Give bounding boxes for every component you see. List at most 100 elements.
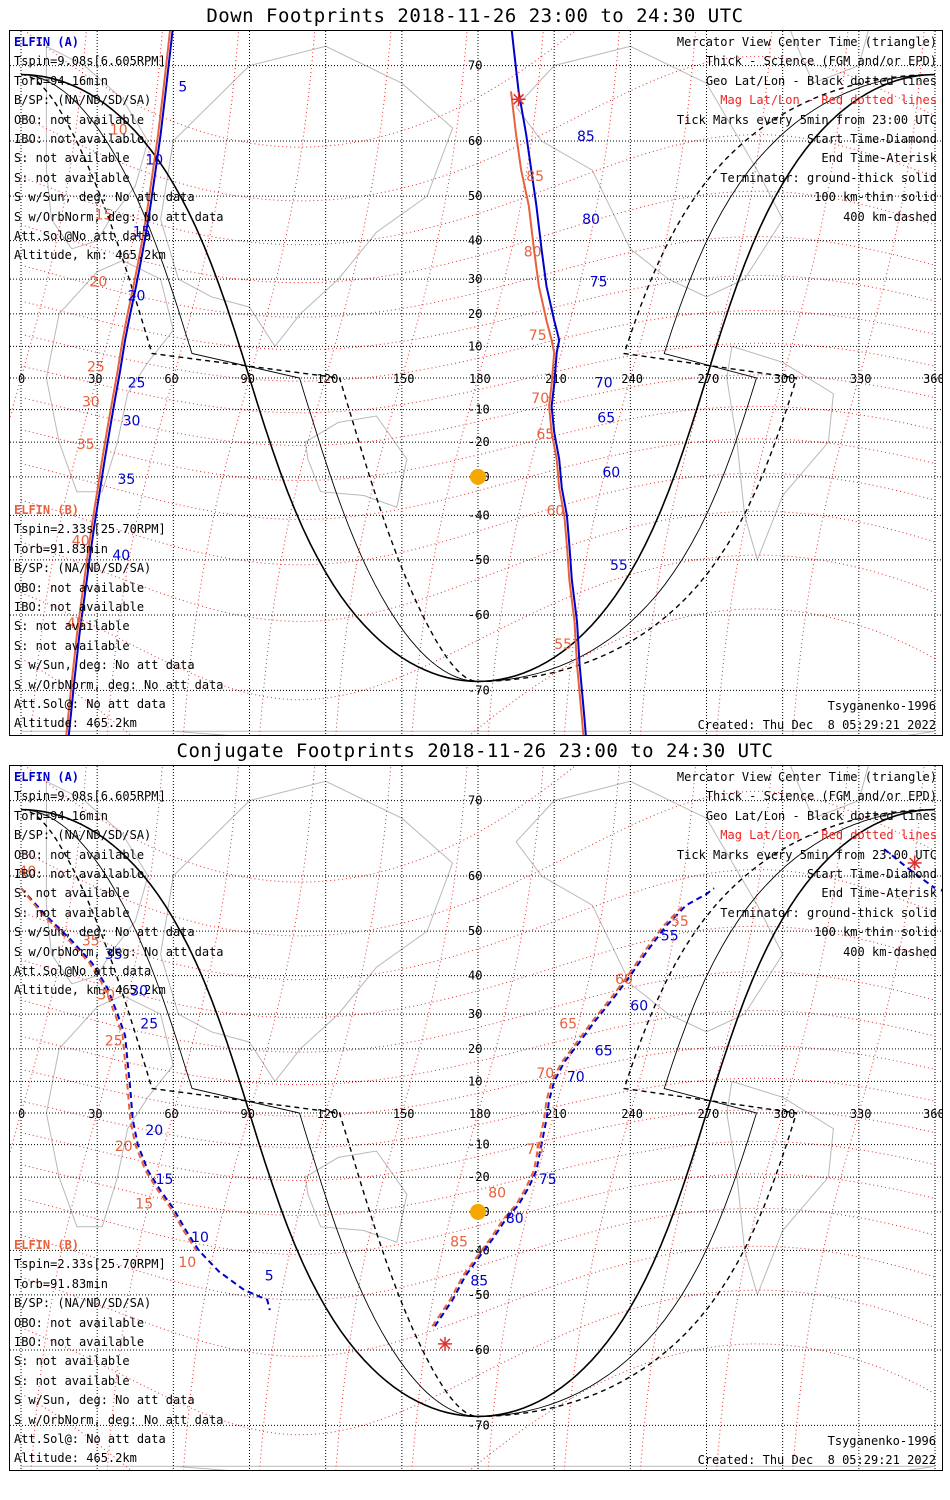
track-tick-label: 85 bbox=[577, 129, 595, 145]
lon-tick-label: 90 bbox=[241, 372, 255, 386]
mag-lat-line bbox=[20, 869, 936, 981]
lat-tick-label: -10 bbox=[468, 403, 490, 417]
elfin-b-line: IBO: not available bbox=[14, 600, 145, 615]
lat-tick-label: 50 bbox=[468, 924, 482, 938]
tick-labels-b: 40 35 30 25 20 15 10 85 80 75 70 65 60 55 bbox=[19, 864, 689, 1271]
terminator-100km bbox=[20, 74, 936, 682]
mag-lat-line bbox=[20, 554, 936, 701]
lat-tick-label: 60 bbox=[468, 869, 482, 883]
mag-lat-line bbox=[20, 274, 936, 351]
axis-labels: 0 30 60 90 120 150 180 210 240 270 300 330 360 70 60 50… bbox=[18, 59, 942, 698]
track-tick-label: 75 bbox=[539, 1172, 557, 1188]
legend: Mercator View Center Time (triangle) Thic… bbox=[677, 33, 937, 227]
legend-line: Thick - Science (FGM and/or EPD) bbox=[705, 789, 937, 804]
lat-tick-label: 60 bbox=[468, 134, 482, 148]
track-tick-label: 10 bbox=[178, 1255, 196, 1271]
track-tick-label: 85 bbox=[470, 1273, 488, 1289]
lat-tick-label: -20 bbox=[468, 435, 490, 449]
elfin-a-line: S w/Sun, deg: No att data bbox=[14, 925, 195, 940]
mag-lat-line bbox=[20, 438, 936, 520]
track-tick-label: 80 bbox=[506, 1211, 524, 1227]
down-footprints-map: 0 30 60 90 120 150 180 210 240 270 300 330 360 70 60 50… bbox=[9, 30, 943, 736]
mag-lat-line bbox=[24, 766, 576, 883]
mag-lat-line bbox=[20, 236, 936, 318]
track-tick-label: 35 bbox=[118, 472, 136, 488]
end-marker bbox=[907, 855, 922, 870]
mag-lat-line bbox=[20, 1077, 936, 1149]
coastline-7 bbox=[21, 730, 936, 735]
lat-tick-label: -70 bbox=[468, 683, 490, 697]
lon-tick-label: 180 bbox=[469, 372, 491, 386]
mag-lon-line bbox=[563, 31, 697, 735]
track-tick-label: 60 bbox=[630, 999, 648, 1015]
legend-line: End Time-Aterisk bbox=[821, 151, 937, 166]
model-label: Tsyganenko-1996 bbox=[827, 699, 936, 713]
mag-lon-line bbox=[10, 766, 87, 1155]
elfin-a-line: Altitude, km: 465.2km bbox=[14, 983, 166, 998]
track-tick-label: 25 bbox=[140, 1016, 158, 1032]
lat-tick-label: -50 bbox=[468, 1288, 490, 1302]
elfin-a-line: S: not available bbox=[14, 886, 130, 901]
sun-marker bbox=[470, 1203, 486, 1220]
elfin-a-line: S w/Sun, deg: No att data bbox=[14, 190, 195, 205]
lat-tick-label: 40 bbox=[468, 234, 482, 248]
lon-tick-label: 240 bbox=[621, 372, 643, 386]
mag-lon-line bbox=[30, 31, 163, 735]
lon-tick-label: 240 bbox=[621, 1107, 643, 1121]
start-marker bbox=[511, 92, 526, 107]
elfin-a-line: S: not available bbox=[14, 151, 130, 166]
track-tick-label: 40 bbox=[112, 548, 130, 564]
model-label: Tsyganenko-1996 bbox=[827, 1434, 936, 1448]
coastline-3 bbox=[304, 415, 408, 508]
map-svg: 0 30 60 90 120 150 180 210 240 270 300 330 360 70 60 50… bbox=[10, 31, 942, 735]
elfin-b-line: S w/OrbNorm, deg: No att data bbox=[14, 1412, 224, 1427]
lat-tick-label: 70 bbox=[468, 59, 482, 73]
terminator-100km bbox=[20, 809, 936, 1417]
terminator-400km bbox=[20, 808, 936, 1418]
elfin-b-title: ELFIN (B) bbox=[14, 1238, 80, 1252]
elfin-b-line: S: not available bbox=[14, 638, 130, 653]
track-tick-label: 5 bbox=[265, 1269, 274, 1285]
elfin-b-line: Tspin=2.33s[25.70RPM] bbox=[14, 522, 166, 537]
mag-lon-line bbox=[716, 31, 849, 735]
elfin-a-line: OBO: not available bbox=[14, 112, 145, 127]
legend-line: Terminator: ground-thick solid bbox=[720, 170, 937, 185]
lat-tick-label: 30 bbox=[468, 272, 482, 286]
mag-lon-line bbox=[487, 766, 620, 1470]
elfin-a-line: Att.Sol@No att data bbox=[14, 229, 152, 244]
bottom-panel-title: Conjugate Footprints 2018-11-26 23:00 to… bbox=[176, 740, 774, 762]
elfin-a-title: ELFIN (A) bbox=[14, 35, 80, 49]
legend-line: Tick Marks every 5min from 23:00 UTC bbox=[676, 847, 937, 862]
track-tick-label: 30 bbox=[130, 984, 148, 1000]
mag-lat-line bbox=[20, 1140, 936, 1217]
track-tick-label: 10 bbox=[191, 1230, 209, 1246]
legend-line: Geo Lat/Lon - Black dotted lines bbox=[705, 73, 937, 88]
track-tick-label: 40 bbox=[19, 864, 37, 880]
series-line-4 bbox=[883, 848, 936, 890]
elfin-a-line: Tspin=9.08s[6.605RPM] bbox=[14, 54, 166, 69]
lat-tick-label: 50 bbox=[468, 189, 482, 203]
legend-line: Thick - Science (FGM and/or EPD) bbox=[705, 54, 937, 69]
lon-tick-label: 90 bbox=[241, 1107, 255, 1121]
elfin-a-line: B/SP: (NA/ND/SD/SA) bbox=[14, 828, 152, 843]
elfin-a-line: S w/OrbNorm, deg: No att data bbox=[14, 209, 224, 224]
track-tick-label: 85 bbox=[450, 1234, 468, 1250]
mag-lon-line bbox=[335, 766, 468, 1470]
mag-lat-line bbox=[20, 1044, 936, 1117]
coastline-0 bbox=[45, 780, 149, 985]
marker-stroke bbox=[439, 1338, 451, 1350]
elfin-b-line: Torb=91.83min bbox=[14, 1276, 108, 1291]
mag-lat-line bbox=[24, 31, 576, 148]
track-tick-label: 15 bbox=[133, 225, 151, 241]
lon-tick-label: 30 bbox=[88, 372, 102, 386]
elfin-a-line: S: not available bbox=[14, 170, 130, 185]
elfin-b-line: S: not available bbox=[14, 619, 130, 634]
sun-marker bbox=[470, 468, 486, 485]
tick-labels-a: 40 35 30 25 20 15 10 5 85 80 75 70 65 60 55 bbox=[105, 882, 942, 1289]
mag-lon-line bbox=[259, 31, 392, 735]
geo-grid bbox=[10, 31, 942, 735]
track-tick-label: 65 bbox=[597, 410, 615, 426]
track-tick-label: 5 bbox=[178, 79, 187, 95]
legend-line: Mag Lat/Lon - Red dotted lines bbox=[720, 93, 937, 108]
track-tick-label: 70 bbox=[531, 391, 549, 407]
